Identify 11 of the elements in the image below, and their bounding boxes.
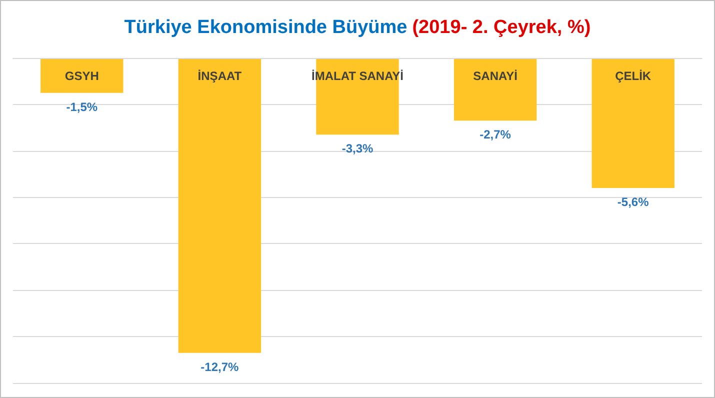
x-tick-label: GSYH — [64, 69, 99, 83]
chart-title: Türkiye Ekonomisinde Büyüme — [124, 17, 408, 38]
data-label: -12,7% — [200, 360, 240, 374]
x-tick-label: İNŞAAT — [198, 69, 242, 83]
data-label: -1,5% — [66, 100, 98, 114]
data-label: -2,7% — [480, 128, 512, 142]
chart-subtitle: (2019- 2. Çeyrek, %) — [412, 17, 591, 38]
data-label: -3,3% — [342, 142, 374, 156]
x-tick-label: SANAYİ — [473, 69, 518, 83]
data-label: -5,6% — [617, 195, 650, 209]
x-tick-label: ÇELİK — [615, 69, 652, 83]
